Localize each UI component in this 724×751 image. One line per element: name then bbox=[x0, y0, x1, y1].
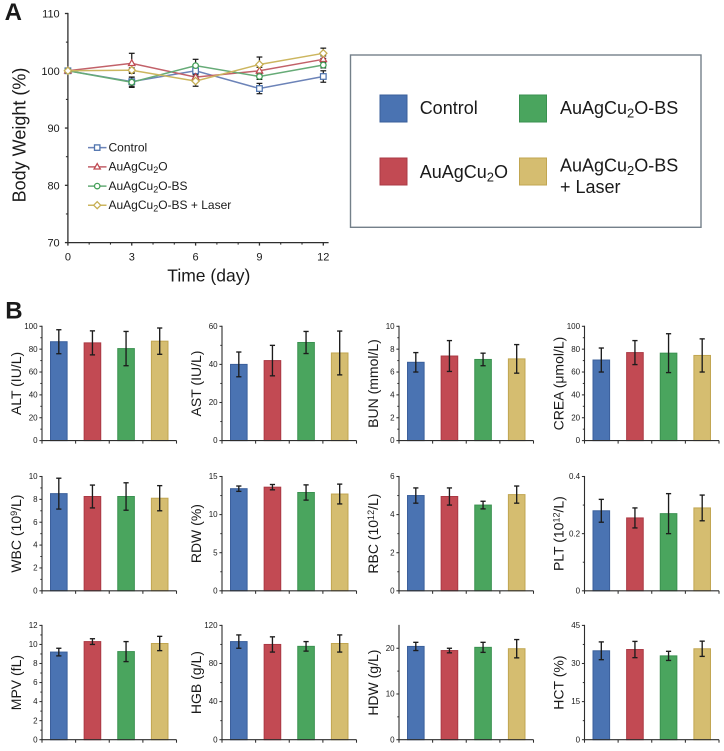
svg-text:RBC (1012/L): RBC (1012/L) bbox=[365, 494, 381, 574]
svg-text:0: 0 bbox=[33, 586, 38, 595]
svg-text:A: A bbox=[5, 0, 22, 26]
svg-text:AuAgCu2O-BS + Laser: AuAgCu2O-BS + Laser bbox=[109, 198, 232, 214]
svg-text:0: 0 bbox=[390, 436, 395, 445]
svg-text:60: 60 bbox=[209, 322, 218, 331]
svg-text:100: 100 bbox=[24, 322, 38, 331]
svg-text:60: 60 bbox=[571, 368, 580, 377]
svg-text:4: 4 bbox=[33, 541, 38, 550]
svg-text:2: 2 bbox=[390, 413, 395, 422]
svg-text:12: 12 bbox=[29, 621, 38, 630]
svg-text:4: 4 bbox=[33, 697, 38, 706]
svg-text:30: 30 bbox=[571, 659, 580, 668]
svg-text:80: 80 bbox=[29, 345, 38, 354]
svg-text:AuAgCu2O: AuAgCu2O bbox=[420, 162, 508, 185]
svg-text:6: 6 bbox=[33, 678, 38, 687]
svg-text:9: 9 bbox=[256, 251, 262, 263]
svg-text:RDW (%): RDW (%) bbox=[188, 504, 204, 563]
svg-text:0: 0 bbox=[213, 735, 218, 744]
svg-text:10: 10 bbox=[29, 472, 38, 481]
svg-text:Body Weight (%): Body Weight (%) bbox=[10, 68, 30, 203]
svg-text:80: 80 bbox=[209, 659, 218, 668]
svg-text:HCT (%): HCT (%) bbox=[551, 656, 567, 710]
svg-text:0: 0 bbox=[390, 586, 395, 595]
svg-text:0: 0 bbox=[213, 436, 218, 445]
svg-text:8: 8 bbox=[33, 495, 38, 504]
svg-text:MPV (fL): MPV (fL) bbox=[8, 655, 24, 710]
svg-text:AuAgCu2O: AuAgCu2O bbox=[109, 160, 168, 176]
svg-text:90: 90 bbox=[47, 123, 59, 135]
svg-text:Time (day): Time (day) bbox=[167, 266, 250, 286]
svg-text:40: 40 bbox=[29, 390, 38, 399]
svg-text:Control: Control bbox=[109, 140, 148, 154]
svg-text:0.4: 0.4 bbox=[569, 472, 581, 481]
svg-text:AST (IU/L): AST (IU/L) bbox=[188, 351, 204, 417]
svg-text:20: 20 bbox=[29, 413, 38, 422]
svg-text:0: 0 bbox=[390, 735, 395, 744]
svg-text:100: 100 bbox=[41, 66, 59, 78]
svg-text:8: 8 bbox=[33, 659, 38, 668]
svg-text:6: 6 bbox=[390, 472, 395, 481]
svg-text:3: 3 bbox=[129, 251, 135, 263]
svg-text:6: 6 bbox=[33, 518, 38, 527]
svg-text:120: 120 bbox=[204, 621, 218, 630]
svg-text:20: 20 bbox=[571, 413, 580, 422]
svg-text:10: 10 bbox=[29, 640, 38, 649]
svg-text:0: 0 bbox=[576, 436, 581, 445]
svg-text:5: 5 bbox=[213, 548, 218, 557]
svg-text:100: 100 bbox=[567, 322, 581, 331]
svg-text:40: 40 bbox=[209, 360, 218, 369]
svg-text:AuAgCu2O-BS: AuAgCu2O-BS bbox=[560, 98, 678, 121]
svg-text:6: 6 bbox=[193, 251, 199, 263]
svg-text:BUN (mmol/L): BUN (mmol/L) bbox=[365, 339, 381, 428]
svg-text:AuAgCu2O-BS: AuAgCu2O-BS bbox=[109, 179, 188, 195]
svg-text:B: B bbox=[5, 298, 22, 325]
svg-text:80: 80 bbox=[47, 180, 59, 192]
svg-text:4: 4 bbox=[390, 390, 395, 399]
svg-text:10: 10 bbox=[386, 690, 395, 699]
svg-text:0.2: 0.2 bbox=[569, 529, 581, 538]
svg-text:4: 4 bbox=[390, 510, 395, 519]
svg-text:8: 8 bbox=[390, 345, 395, 354]
svg-text:10: 10 bbox=[386, 322, 395, 331]
svg-text:HGB (g/L): HGB (g/L) bbox=[188, 651, 204, 714]
svg-text:0: 0 bbox=[33, 735, 38, 744]
svg-text:15: 15 bbox=[209, 472, 218, 481]
svg-text:WBC (109/L): WBC (109/L) bbox=[8, 495, 24, 573]
svg-text:PLT (1012/L): PLT (1012/L) bbox=[551, 496, 567, 571]
svg-text:0: 0 bbox=[576, 735, 581, 744]
svg-text:40: 40 bbox=[571, 390, 580, 399]
svg-text:12: 12 bbox=[317, 251, 329, 263]
svg-text:Control: Control bbox=[420, 98, 478, 118]
svg-text:80: 80 bbox=[571, 345, 580, 354]
svg-text:+ Laser: + Laser bbox=[560, 177, 621, 197]
svg-text:10: 10 bbox=[209, 510, 218, 519]
svg-text:45: 45 bbox=[571, 621, 580, 630]
svg-text:0: 0 bbox=[65, 251, 71, 263]
svg-text:2: 2 bbox=[33, 716, 38, 725]
svg-text:2: 2 bbox=[390, 548, 395, 557]
svg-text:70: 70 bbox=[47, 238, 59, 250]
svg-text:0: 0 bbox=[33, 436, 38, 445]
svg-text:15: 15 bbox=[571, 697, 580, 706]
svg-text:AuAgCu2O-BS: AuAgCu2O-BS bbox=[560, 156, 678, 179]
svg-text:ALT (IU/L): ALT (IU/L) bbox=[8, 352, 24, 415]
svg-text:0: 0 bbox=[213, 586, 218, 595]
svg-text:0: 0 bbox=[576, 586, 581, 595]
svg-text:110: 110 bbox=[42, 9, 60, 21]
svg-text:HDW (g/L): HDW (g/L) bbox=[365, 650, 381, 716]
svg-text:60: 60 bbox=[29, 368, 38, 377]
svg-text:2: 2 bbox=[33, 564, 38, 573]
svg-text:40: 40 bbox=[209, 697, 218, 706]
svg-text:20: 20 bbox=[209, 398, 218, 407]
svg-text:6: 6 bbox=[390, 368, 395, 377]
svg-text:CREA (μmol/L): CREA (μmol/L) bbox=[551, 337, 567, 431]
svg-text:20: 20 bbox=[386, 644, 395, 653]
